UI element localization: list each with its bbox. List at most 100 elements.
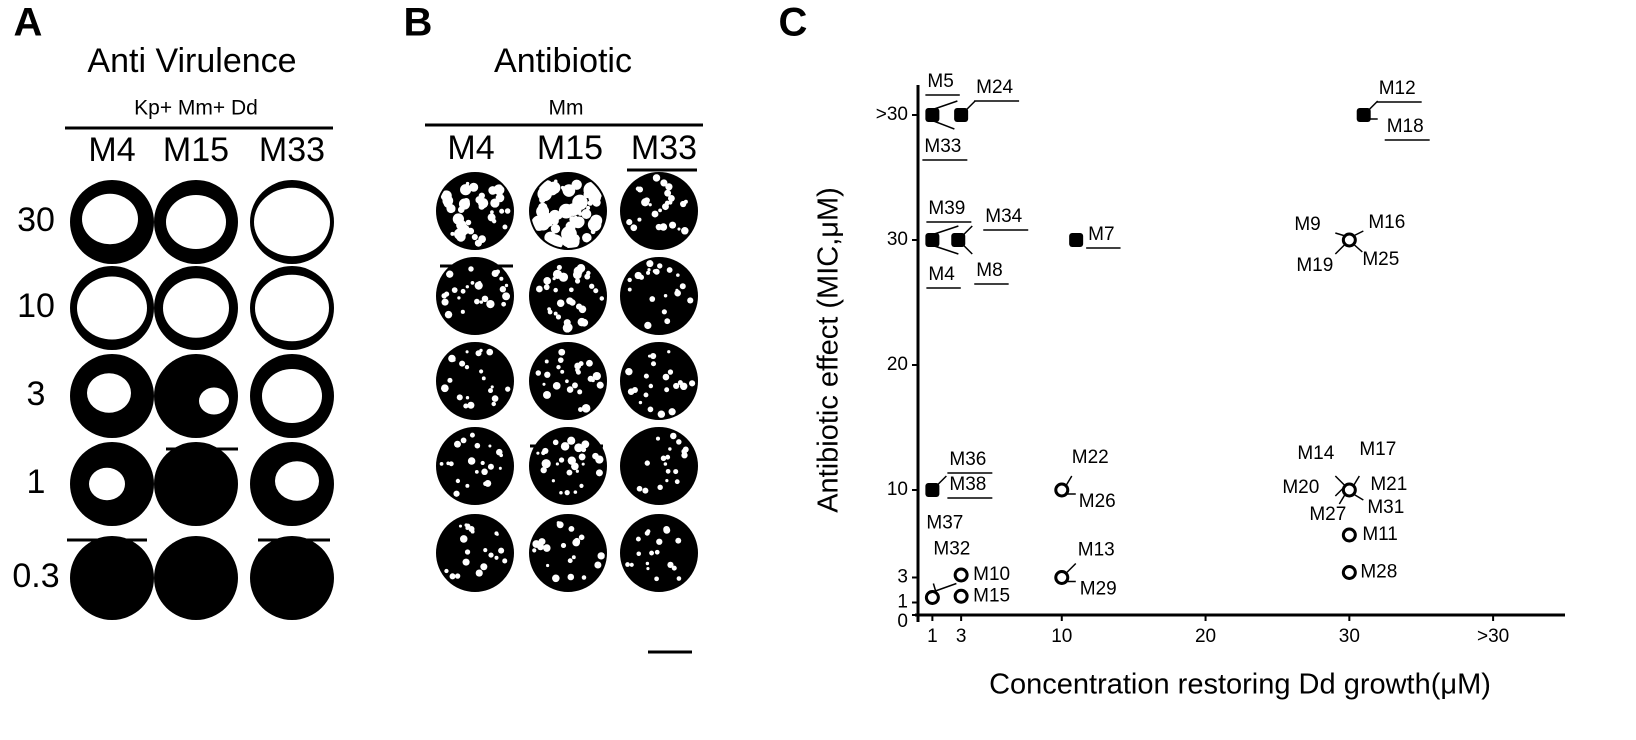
spot (597, 552, 605, 560)
spot (502, 224, 508, 230)
plaque (254, 187, 330, 257)
spot (479, 369, 484, 374)
spot (627, 277, 632, 283)
spot (579, 483, 584, 488)
x-tick-label: >30 (1477, 626, 1509, 647)
spot (562, 323, 572, 333)
spot (458, 198, 471, 210)
leader-line (1352, 493, 1364, 501)
plate-texture (626, 174, 689, 235)
spot (655, 436, 661, 441)
point-label: M28 (1360, 562, 1397, 583)
spot (569, 299, 576, 306)
spot (658, 208, 662, 213)
spot (460, 437, 467, 444)
plaque (255, 274, 329, 342)
plate (154, 536, 238, 620)
plate-texture (625, 350, 696, 418)
spot (566, 386, 574, 393)
spot (649, 296, 656, 302)
spot (644, 460, 650, 466)
spot (652, 174, 661, 182)
spot (643, 373, 649, 379)
spot (572, 382, 578, 389)
spot (625, 367, 633, 376)
spot (469, 182, 479, 192)
plate (621, 343, 697, 419)
spot (638, 400, 643, 405)
spot (474, 469, 479, 474)
point-label: M31 (1367, 497, 1404, 518)
spot (569, 216, 576, 223)
plate (154, 354, 238, 438)
column-label: M15 (537, 129, 603, 167)
spot (486, 299, 495, 309)
spot (556, 213, 563, 220)
spot (649, 550, 655, 556)
spot (665, 468, 671, 474)
plate-rim (529, 172, 607, 250)
spot (558, 348, 566, 356)
spot (459, 224, 470, 235)
point-label: M12 (1379, 78, 1416, 99)
plate-texture (439, 432, 504, 497)
spot (479, 300, 484, 304)
spot (544, 231, 557, 244)
y-tick-label: 3 (897, 567, 908, 588)
spot (553, 287, 558, 293)
spot (573, 490, 578, 494)
spot (552, 439, 559, 446)
point (953, 567, 969, 583)
spot (498, 466, 502, 470)
spot (664, 387, 670, 393)
spot (499, 276, 504, 281)
spot (552, 574, 560, 583)
spot (674, 289, 681, 297)
spot (481, 376, 486, 381)
spot (575, 469, 579, 473)
spot (563, 319, 571, 327)
spot (470, 281, 475, 285)
spot (635, 186, 641, 191)
spot (465, 483, 470, 488)
plaque (87, 373, 131, 413)
point (1356, 108, 1371, 122)
point (1341, 565, 1357, 580)
leader-line (928, 243, 959, 255)
spot (651, 210, 659, 218)
spot (625, 562, 630, 567)
spot (543, 390, 551, 399)
y-tick-label: 10 (887, 479, 908, 500)
point-label: M38 (949, 474, 986, 495)
plate-rim (620, 427, 698, 505)
plaque (82, 193, 138, 245)
point (954, 108, 969, 122)
spot (667, 194, 675, 202)
spot (654, 576, 659, 582)
column-label: M4 (447, 129, 494, 167)
spot (446, 204, 456, 214)
spot (450, 231, 455, 236)
y-tick-label: 1 (897, 592, 908, 613)
x-tick-label: 20 (1195, 626, 1216, 647)
spot (567, 456, 576, 465)
spot (444, 568, 449, 574)
spot (575, 303, 583, 310)
spot (544, 371, 551, 378)
spot (474, 442, 481, 449)
plate (154, 442, 238, 526)
point-label: M39 (928, 198, 965, 219)
point-label: M33 (924, 136, 961, 157)
spot (627, 287, 632, 292)
spot (504, 208, 511, 214)
spot (568, 525, 575, 532)
plate (437, 258, 513, 334)
spot (439, 462, 444, 466)
spot (655, 223, 663, 231)
spot (666, 267, 673, 273)
spot (583, 182, 600, 199)
spot (676, 273, 680, 277)
spot (491, 395, 499, 402)
plaque (166, 195, 226, 249)
spot (589, 283, 595, 289)
